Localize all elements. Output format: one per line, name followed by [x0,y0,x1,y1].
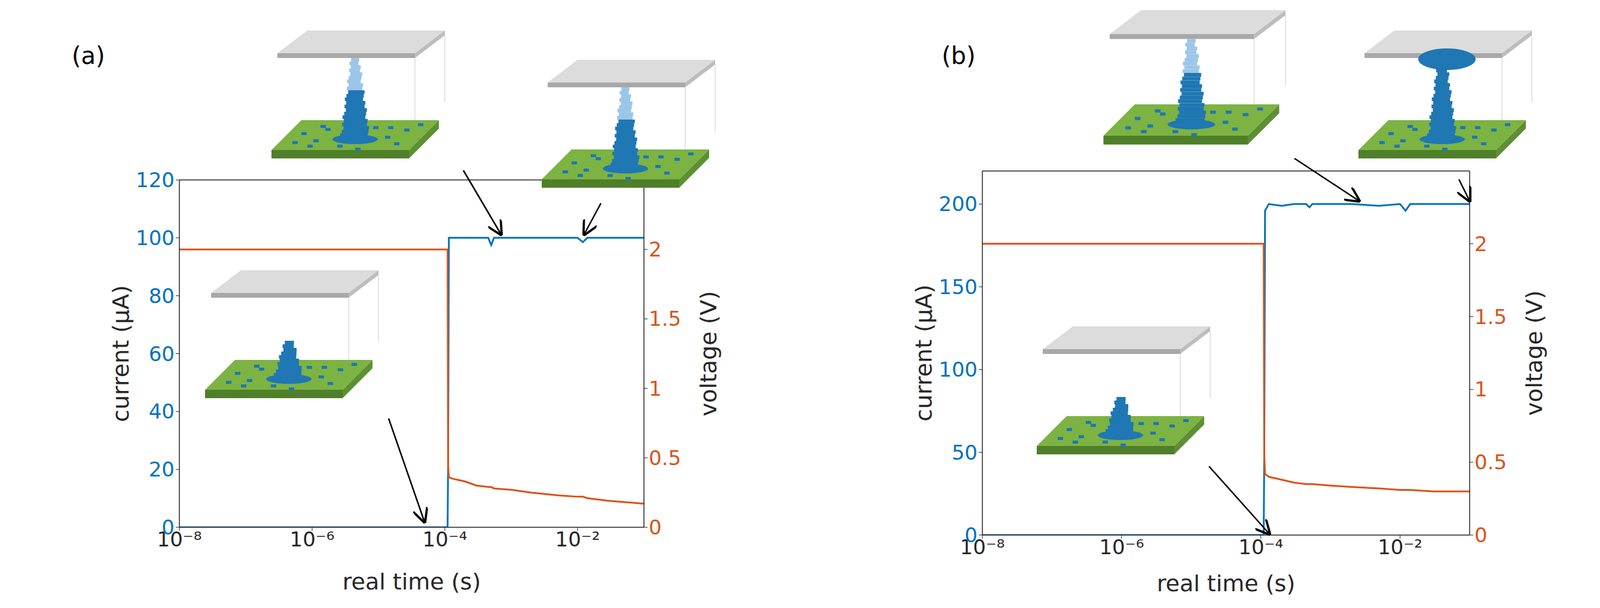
svg-text:0.5: 0.5 [1474,450,1507,475]
svg-text:60: 60 [148,342,175,366]
svg-text:20: 20 [148,457,175,482]
svg-text:0: 0 [161,515,175,540]
svg-text:1: 1 [648,376,662,401]
svg-text:10⁻⁴: 10⁻⁴ [422,527,468,552]
svg-text:40: 40 [148,399,175,424]
svg-text:real time (s): real time (s) [342,568,481,595]
svg-text:100: 100 [135,226,175,250]
svg-text:1: 1 [1474,377,1488,402]
svg-text:10⁻⁶: 10⁻⁶ [289,527,335,552]
svg-text:1.5: 1.5 [648,306,682,331]
svg-text:0.5: 0.5 [648,446,682,470]
svg-text:10⁻⁸: 10⁻⁸ [960,535,1005,560]
svg-text:120: 120 [135,168,175,192]
svg-text:10⁻²: 10⁻² [1377,535,1423,560]
svg-text:voltage (V): voltage (V) [1521,290,1548,417]
svg-text:10⁻⁸: 10⁻⁸ [157,527,202,552]
svg-text:200: 200 [938,191,978,216]
html-text:(b): (b) [941,41,976,70]
svg-text:1.5: 1.5 [1474,304,1507,329]
svg-text:0: 0 [964,523,978,548]
svg-text:current (μA): current (μA) [107,285,134,423]
svg-text:10⁻⁶: 10⁻⁶ [1098,535,1144,560]
svg-text:2: 2 [1474,231,1488,256]
svg-text:0: 0 [1474,523,1488,548]
svg-text:10⁻²: 10⁻² [555,527,601,552]
svg-text:real time (s): real time (s) [1156,570,1296,597]
svg-text:voltage (V): voltage (V) [695,291,722,417]
svg-text:10⁻⁴: 10⁻⁴ [1238,535,1284,560]
svg-text:150: 150 [938,275,978,299]
svg-text:50: 50 [951,440,978,465]
svg-text:2: 2 [648,237,662,262]
svg-text:100: 100 [938,357,978,382]
svg-text:0: 0 [648,515,662,540]
svg-text:current (μA): current (μA) [910,284,937,422]
svg-text:80: 80 [148,284,175,308]
html-text:(a): (a) [71,41,106,70]
